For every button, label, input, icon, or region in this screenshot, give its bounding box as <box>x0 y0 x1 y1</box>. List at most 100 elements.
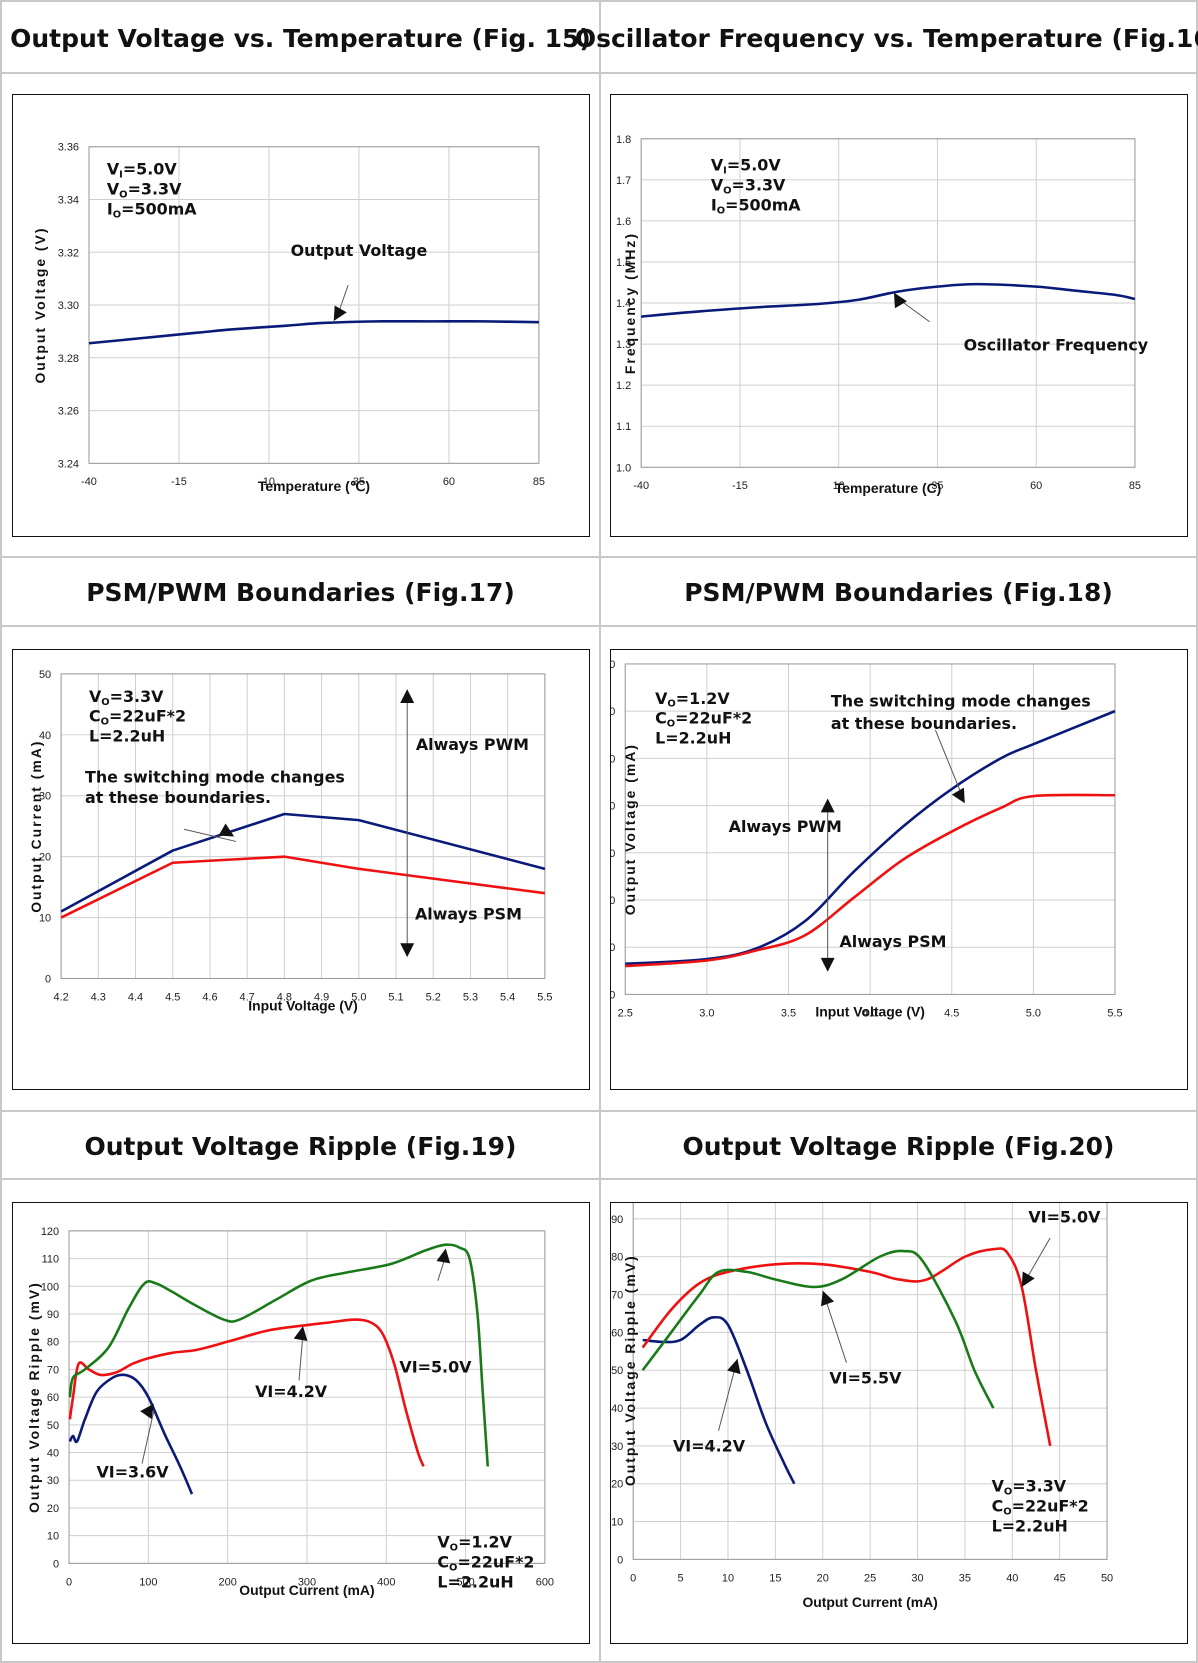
vi-4.2v-label: VI=4.2V <box>255 1382 328 1401</box>
fig16-condition-label: IO=500mA <box>711 195 801 216</box>
x-tick-label: 4.4 <box>128 991 143 1003</box>
x-tick-label: 5.4 <box>500 991 515 1003</box>
y-axis-label: Output Voltage Ripple (mV) <box>26 1281 42 1513</box>
table-border-left <box>0 0 2 1663</box>
fig19-plot-area: 0 100 200 300 400 500 600 0 10 20 30 40 50 60 70 80 90 10… <box>26 1226 554 1598</box>
annotation-arrowhead <box>140 1403 154 1420</box>
x-tick-label: 50 <box>1101 1572 1113 1584</box>
y-tick-label: 100 <box>611 942 615 954</box>
always-psm-label: Always PSM <box>415 904 522 923</box>
fig18-series-line-1 <box>625 793 1116 968</box>
output-voltage-annotation: Output Voltage <box>291 241 428 260</box>
vi-5.0v-label: VI=5.0V <box>399 1358 472 1377</box>
y-tick-label: 700 <box>611 659 615 671</box>
always-pwm-label: Always PWM <box>416 735 529 754</box>
fig18-condition-label: VO=1.2V <box>655 689 730 710</box>
fig16-series-line-0 <box>641 282 1136 318</box>
plot-border <box>632 1203 1108 1560</box>
pwm-direction-arrowhead <box>400 689 415 704</box>
x-tick-label: 15 <box>769 1572 781 1584</box>
x-tick-label: 5.5 <box>1107 1007 1122 1019</box>
x-tick-label: 45 <box>1054 1572 1066 1584</box>
x-tick-label: 60 <box>1030 480 1042 492</box>
plot-border <box>68 1230 546 1564</box>
fig19-title: Output Voltage Ripple (Fig.19) <box>84 1131 517 1161</box>
x-tick-label: 40 <box>1006 1572 1018 1584</box>
y-tick-label: 1.1 <box>616 421 631 433</box>
x-tick-label: 25 <box>864 1572 876 1584</box>
x-tick-label: 5 <box>678 1572 684 1584</box>
x-tick-label: 5.2 <box>426 991 441 1003</box>
y-tick-label: 70 <box>611 1290 623 1302</box>
fig18-title: PSM/PWM Boundaries (Fig.18) <box>684 577 1113 607</box>
fig19-series-line-vi-4-2v <box>68 1318 425 1467</box>
y-tick-label: 0 <box>53 1558 59 1570</box>
y-tick-label: 50 <box>611 1365 623 1377</box>
y-tick-label: 500 <box>611 753 615 765</box>
vi-4.2v-label: VI=4.2V <box>673 1437 746 1456</box>
x-tick-label: 35 <box>959 1572 971 1584</box>
annotation-leader-line <box>141 1410 155 1464</box>
x-tick-label: 3.0 <box>699 1007 714 1019</box>
fig15-condition-label: VI=5.0V <box>107 160 177 181</box>
always-pwm-label: Always PWM <box>729 817 842 836</box>
y-tick-label: 0 <box>617 1554 623 1566</box>
vi-5.0v-label: VI=5.0V <box>1028 1208 1101 1227</box>
x-tick-label: -40 <box>633 480 649 492</box>
fig15-chart: -40 -15 10 35 60 85 3.24 3.26 3.28 3.30 3.32 3.34 3.… <box>12 94 590 537</box>
boundary-annotation-line1: The switching mode changes <box>85 767 345 786</box>
y-tick-label: 20 <box>39 852 51 864</box>
psm-direction-arrowhead <box>400 943 415 958</box>
annotation-arrowhead <box>1021 1271 1035 1288</box>
x-tick-label: 3.5 <box>781 1007 796 1019</box>
x-tick-label: 85 <box>533 476 545 488</box>
x-tick-label: 600 <box>536 1576 554 1588</box>
y-tick-label: 3.28 <box>58 353 79 365</box>
y-tick-label: 30 <box>39 791 51 803</box>
x-tick-label: 20 <box>817 1572 829 1584</box>
fig17-title: PSM/PWM Boundaries (Fig.17) <box>86 577 515 607</box>
annotation-leader-line <box>934 729 964 799</box>
x-tick-label: 4.3 <box>91 991 106 1003</box>
y-tick-label: 40 <box>47 1448 59 1460</box>
fig15-plot-area: -40 -15 10 35 60 85 3.24 3.26 3.28 3.30 3.32 3.34 3.… <box>32 142 545 494</box>
fig18-condition-label: CO=22uF*2 <box>655 709 752 730</box>
fig20-chart: 0510152025303540455001020304050607080901… <box>610 1202 1188 1644</box>
fig15-condition-label: IO=500mA <box>107 199 197 220</box>
x-axis-label: Output Current (mA) <box>239 1582 374 1598</box>
y-tick-label: 1.8 <box>616 134 631 146</box>
y-tick-label: 30 <box>47 1475 59 1487</box>
y-tick-label: 40 <box>611 1403 623 1415</box>
x-tick-label: 5.0 <box>1026 1007 1041 1019</box>
y-axis-label: Output Current (mA) <box>28 740 44 913</box>
y-tick-label: 3.36 <box>58 142 79 154</box>
fig17-condition-label: VO=3.3V <box>89 687 164 708</box>
fig19-series-line-vi-3-6v <box>68 1373 194 1495</box>
y-tick-label: 3.34 <box>58 195 79 207</box>
fig18-condition-label: L=2.2uH <box>655 729 731 748</box>
table-row-divider <box>0 72 1198 74</box>
fig16-plot: -40 -15 10 35 60 85 1.0 1.1 1.2 1.3 1.4 1.5 1.6 1.7 1.… <box>616 134 1149 496</box>
x-tick-label: 5.5 <box>537 991 552 1003</box>
y-tick-label: 50 <box>47 1420 59 1432</box>
fig15-plot: -40 -15 10 35 60 85 3.24 3.26 3.28 3.30 3.32 3.34 3.… <box>32 142 545 494</box>
annotation-arrowhead <box>727 1358 741 1375</box>
fig16-plot-area: -40 -15 10 35 60 85 1.0 1.1 1.2 1.3 1.4 1.5 1.6 1.7 1.… <box>616 134 1149 496</box>
annotation-arrowhead <box>951 787 965 804</box>
fig20-series-line-vi-5-5v <box>641 1249 995 1409</box>
x-tick-label: 5.1 <box>388 991 403 1003</box>
annotation-arrowhead <box>893 292 907 309</box>
x-tick-label: 10 <box>833 480 845 492</box>
x-tick-label: 2.5 <box>618 1007 633 1019</box>
fig16-condition-label: VI=5.0V <box>711 156 781 177</box>
x-tick-label: 10 <box>263 476 275 488</box>
y-tick-label: 100 <box>41 1281 59 1293</box>
fig16-title: Oscillator Frequency vs. Temperature (Fi… <box>574 23 1198 53</box>
x-tick-label: 300 <box>298 1576 316 1588</box>
annotation-leader-line <box>298 1333 304 1381</box>
y-tick-label: 0 <box>45 973 51 985</box>
x-tick-label: 5.3 <box>463 991 478 1003</box>
y-tick-label: 70 <box>47 1364 59 1376</box>
x-axis-label: Input Voltage (V) <box>815 1003 925 1019</box>
y-tick-label: 20 <box>47 1503 59 1515</box>
